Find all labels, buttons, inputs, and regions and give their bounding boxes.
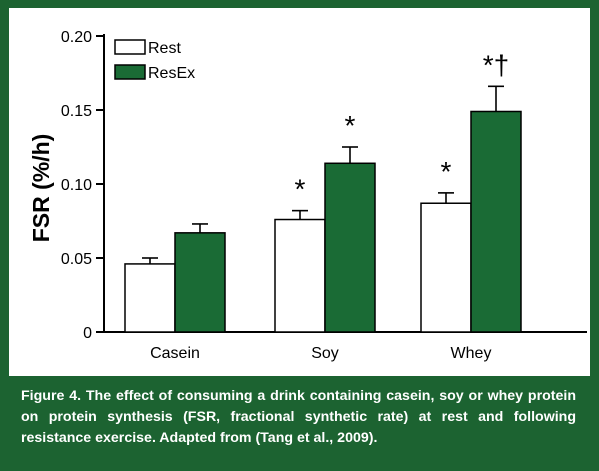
y-tick-label: 0.20	[61, 29, 92, 46]
y-axis-label: FSR (%/h)	[28, 134, 54, 243]
chart-panel: 0 0.05 0.10 0.15 0.20 Casein Soy Whey * * * *† Res…	[9, 8, 590, 376]
x-tick-label-whey: Whey	[451, 345, 492, 362]
legend-swatch-resex	[114, 64, 146, 80]
legend-swatch-rest	[114, 39, 146, 55]
legend-label-resex: ResEx	[148, 65, 195, 82]
x-tick-label-casein: Casein	[150, 345, 200, 362]
bar-resex-casein	[174, 232, 226, 333]
legend: Rest ResEx	[114, 39, 195, 82]
y-tick-label: 0.10	[61, 177, 92, 194]
bar-rest-soy	[274, 218, 326, 333]
legend-label-rest: Rest	[148, 40, 181, 57]
significance-marker: *	[345, 110, 356, 141]
significance-marker: *	[441, 156, 452, 187]
bar-resex-soy	[324, 162, 376, 333]
y-tick-label: 0.15	[61, 103, 92, 120]
bar-rest-whey	[420, 202, 472, 333]
figure-caption: Figure 4. The effect of consuming a drin…	[21, 388, 576, 446]
x-tick-label-soy: Soy	[311, 345, 339, 362]
significance-marker: *†	[483, 49, 509, 80]
significance-marker: *	[295, 174, 306, 205]
bars: * * * *†	[124, 49, 522, 333]
bar-resex-whey	[470, 110, 522, 333]
y-tick-label: 0	[83, 325, 92, 342]
bar-rest-casein	[124, 263, 176, 333]
fsr-bar-chart: 0 0.05 0.10 0.15 0.20 Casein Soy Whey * * * *† Res…	[28, 29, 587, 362]
y-tick-label: 0.05	[61, 251, 92, 268]
